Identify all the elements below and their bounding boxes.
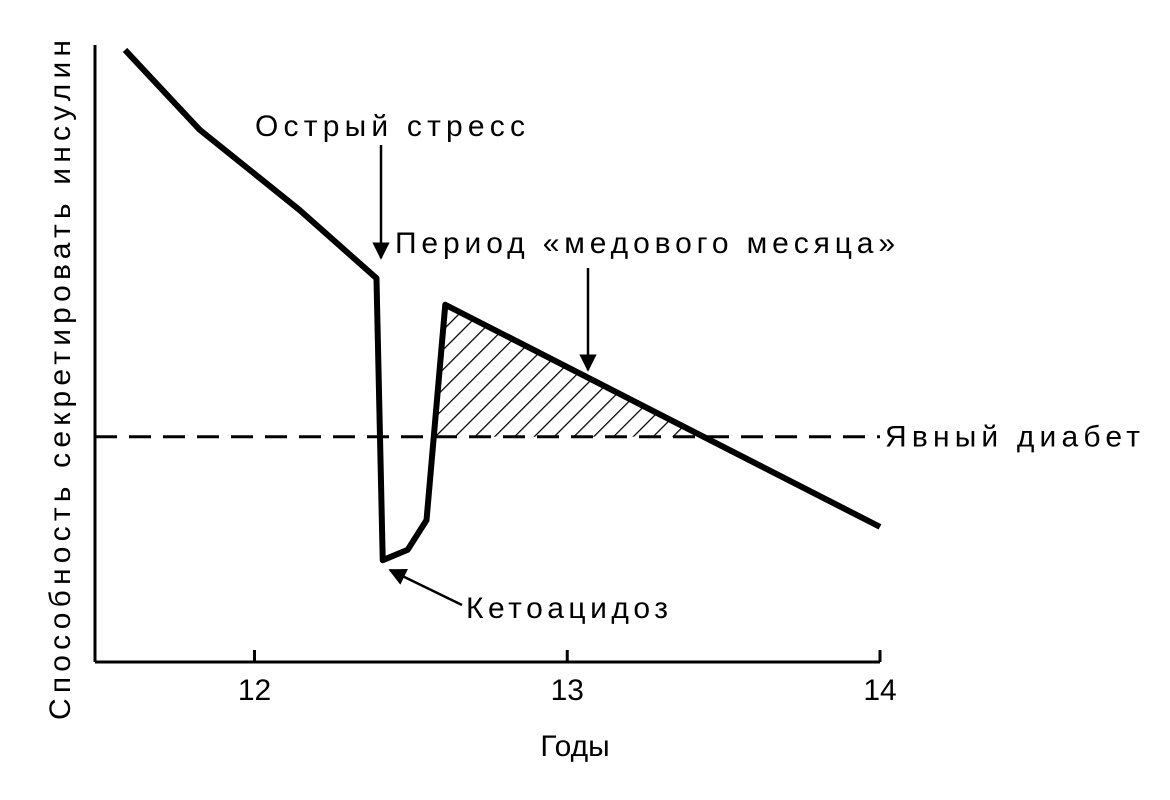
x-tick-label: 13 bbox=[551, 674, 584, 707]
x-tick-label: 12 bbox=[238, 674, 271, 707]
annotation: Кетоацидоз bbox=[466, 592, 668, 625]
annotation: Острый стресс bbox=[255, 110, 525, 143]
x-tick-label: 14 bbox=[863, 674, 896, 707]
annotation-arrow bbox=[388, 568, 463, 607]
annotation: Период «медового месяца» bbox=[395, 227, 895, 260]
x-axis-label: Годы bbox=[540, 730, 609, 763]
line bbox=[122, 47, 882, 564]
y-axis-label: Способность секретировать инсулин bbox=[44, 40, 77, 720]
threshold-label: Явный диабет bbox=[885, 421, 1140, 454]
